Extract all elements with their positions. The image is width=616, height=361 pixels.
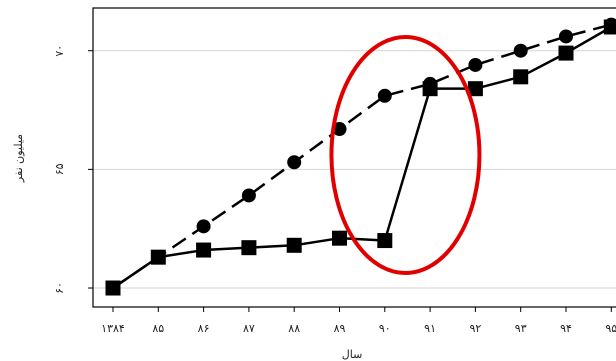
- x-tick-label-3: ۸۷: [243, 322, 255, 335]
- series-0-line: [112, 23, 612, 290]
- y-tick-label-0: ۶۰: [53, 282, 66, 294]
- series-1-point-10: [558, 45, 574, 61]
- series-1-point-4: [286, 237, 302, 253]
- x-tick-label-7: ۹۱: [424, 322, 436, 335]
- series-0-point-5: [332, 122, 347, 137]
- highlight-ellipse: [329, 35, 482, 275]
- series-1-point-6: [377, 233, 393, 249]
- x-tick-label-0: ۱۳۸۴: [101, 322, 125, 335]
- x-tick-label-5: ۸۹: [334, 322, 346, 335]
- series-1-point-2: [196, 242, 212, 258]
- series-1-point-3: [241, 240, 257, 256]
- series-0-point-10: [559, 29, 573, 44]
- series-1-point-1: [150, 249, 166, 265]
- series-1-line: [112, 25, 612, 290]
- plot-frame: [92, 7, 616, 308]
- y-tick-label-1: ۶۵: [53, 163, 66, 175]
- series-1-point-9: [513, 69, 529, 85]
- x-tick-label-2: ۸۶: [198, 322, 210, 335]
- y-axis-title: میلیون نفر: [12, 134, 25, 183]
- x-tick-label-9: ۹۳: [515, 322, 527, 335]
- x-axis: ۱۳۸۴ ۸۵ ۸۶ ۸۷ ۸۸ ۸۹ ۹۰ ۹۱ ۹۲ ۹۳ ۹۴ ۹۵: [101, 307, 616, 335]
- x-tick-label-10: ۹۴: [560, 322, 572, 335]
- x-tick-label-6: ۹۰: [379, 322, 391, 335]
- series-0-point-6: [377, 88, 392, 103]
- series-0-point-2: [196, 219, 211, 234]
- grid: [93, 50, 616, 289]
- series-1-point-7: [422, 81, 438, 97]
- series-1-point-11: [603, 19, 616, 35]
- series-1-point-8: [467, 81, 483, 97]
- series-1-point-5: [332, 230, 347, 246]
- x-tick-label-11: ۹۵: [605, 322, 616, 335]
- series-0-point-8: [468, 57, 483, 72]
- x-tick-label-4: ۸۸: [288, 322, 300, 335]
- series-0-point-3: [241, 188, 256, 203]
- x-tick-label-8: ۹۲: [469, 322, 481, 335]
- series-0-point-9: [513, 43, 528, 58]
- series-0-point-4: [287, 155, 302, 170]
- y-tick-label-2: ۷۰: [53, 45, 66, 57]
- x-axis-title: سال: [342, 348, 363, 361]
- y-axis: ۶۰ ۶۵ ۷۰: [53, 45, 93, 294]
- x-tick-label-1: ۸۵: [152, 322, 164, 335]
- series-1-point-0: [105, 280, 121, 296]
- series-layer: [105, 17, 616, 296]
